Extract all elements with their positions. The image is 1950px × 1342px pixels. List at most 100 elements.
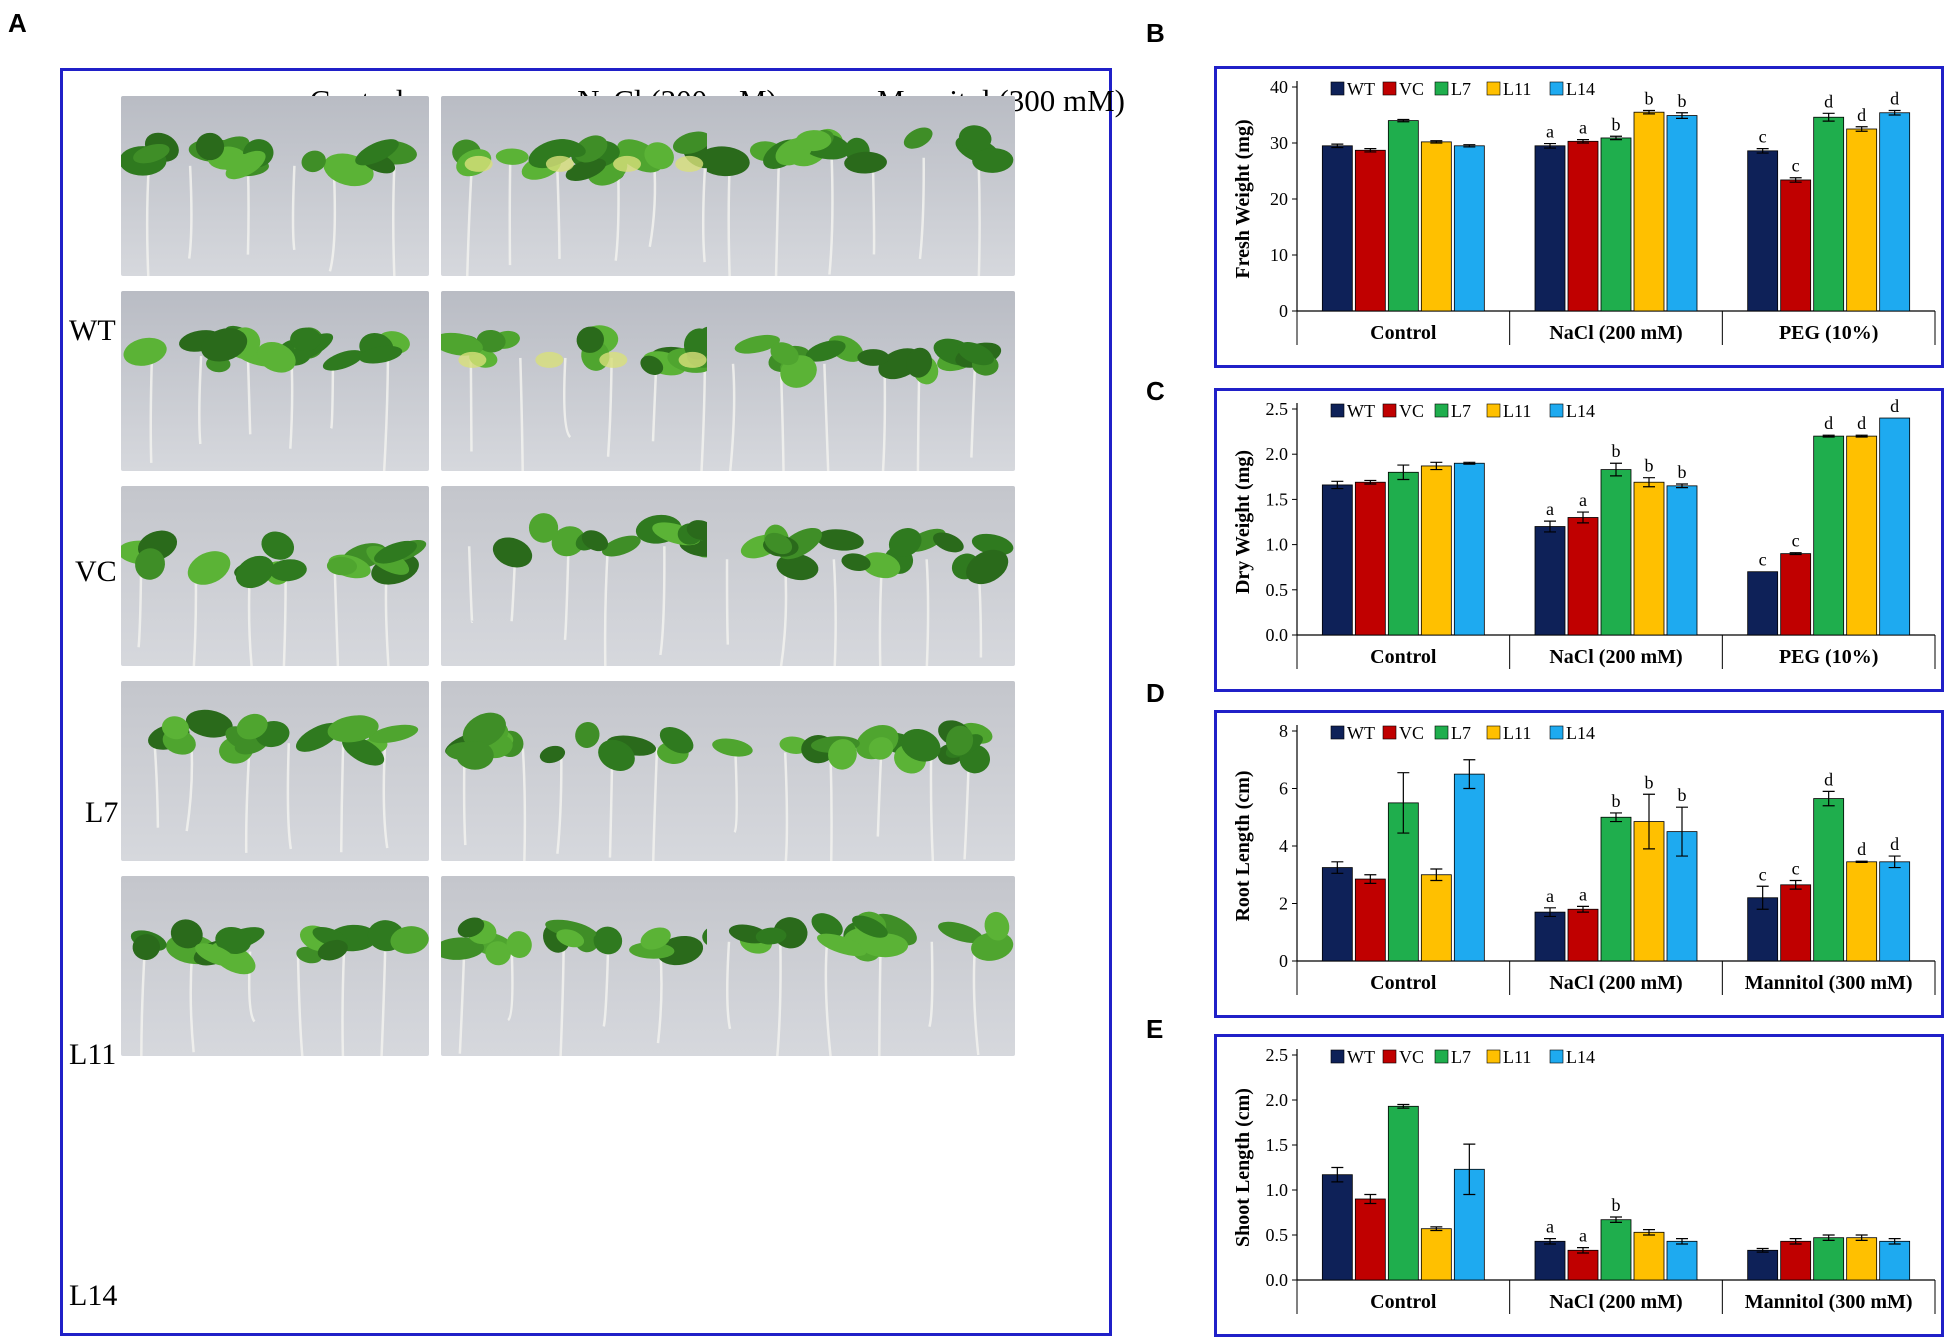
legend-swatch-vc (1382, 81, 1397, 96)
bar-l7 (1600, 469, 1632, 636)
panel-letter-b: B (1146, 18, 1165, 48)
error-bar (1544, 1238, 1556, 1245)
error-bar (1577, 511, 1589, 524)
error-bar (1331, 1166, 1344, 1183)
bar-wt (1747, 150, 1779, 312)
significance-label: a (1579, 884, 1587, 904)
significance-label: c (1759, 550, 1767, 570)
bar-l7 (1387, 1105, 1419, 1281)
significance-label: c (1792, 859, 1800, 879)
significance-label: d (1890, 89, 1899, 109)
legend-label-vc: VC (1399, 1047, 1424, 1067)
bar-l7 (1813, 116, 1845, 312)
y-tick-label: 6 (1279, 779, 1288, 799)
bar-l7 (1387, 471, 1419, 636)
error-bar (1789, 552, 1802, 556)
bar-l14 (1879, 1240, 1911, 1281)
bar-wt (1321, 867, 1353, 962)
error-bar (1822, 434, 1835, 438)
error-bar (1463, 461, 1476, 465)
error-bar (1331, 143, 1344, 149)
legend-label-l7: L7 (1451, 723, 1471, 743)
legend-label-wt: WT (1347, 723, 1375, 743)
error-bar (1643, 477, 1655, 488)
significance-label: b (1612, 114, 1621, 134)
error-bar (1756, 148, 1769, 154)
significance-label: b (1612, 441, 1621, 461)
legend-label-l7: L7 (1451, 401, 1471, 421)
significance-label: c (1759, 127, 1767, 147)
y-tick-label: 1.0 (1266, 535, 1289, 555)
error-bar (1789, 1238, 1802, 1245)
significance-label: a (1546, 122, 1554, 142)
error-bar (1463, 759, 1476, 790)
bar-l11 (1846, 435, 1878, 636)
legend-swatch-wt (1330, 81, 1345, 96)
error-bar (1430, 1226, 1443, 1232)
legend-swatch-l14 (1549, 81, 1564, 96)
error-bar (1577, 1247, 1589, 1254)
error-bar (1643, 1229, 1655, 1236)
error-bar (1789, 879, 1802, 890)
seedling-photo-l7-1 (441, 486, 749, 666)
error-bar (1331, 861, 1344, 874)
row-label-vc: VC (75, 555, 117, 588)
error-bar (1676, 483, 1688, 489)
y-tick-label: 2.0 (1266, 444, 1289, 464)
category-label: Control (1370, 646, 1437, 668)
bar-vc (1567, 140, 1599, 312)
y-tick-label: 0.5 (1266, 580, 1289, 600)
bar-l7 (1813, 1237, 1845, 1281)
error-bar (1676, 1238, 1688, 1245)
error-bar (1544, 520, 1556, 533)
y-tick-label: 0.0 (1266, 625, 1289, 645)
legend-swatch-l11 (1486, 81, 1501, 96)
bar-l14 (1666, 485, 1698, 636)
error-bar (1610, 812, 1622, 823)
bar-vc (1780, 884, 1812, 962)
legend-label-l11: L11 (1503, 1047, 1531, 1067)
seedling-photo-l14-2 (707, 876, 1015, 1056)
error-bar (1397, 118, 1410, 123)
seedling-photo-l7-0 (121, 486, 429, 666)
y-tick-label: 8 (1279, 721, 1288, 741)
bar-vc (1354, 1198, 1386, 1281)
y-tick-label: 4 (1279, 836, 1288, 856)
error-bar (1610, 1216, 1622, 1223)
bar-l14 (1453, 773, 1485, 962)
bar-l11 (1846, 861, 1878, 962)
chart-root-length: Root Length (cm) 0 2 4 6 8 Control NaCl (200 mM… (1214, 710, 1944, 1018)
photo-panel: Control NaCl (200 mM) Mannitol (300 mM) … (60, 68, 1125, 1336)
error-bar (1430, 868, 1443, 882)
bar-vc (1780, 1240, 1812, 1281)
y-tick-label: 2.5 (1266, 399, 1289, 419)
legend-label-l7: L7 (1451, 1047, 1471, 1067)
significance-label: d (1824, 91, 1833, 111)
bar-wt (1534, 145, 1566, 312)
row-label-wt: WT (69, 314, 116, 347)
y-tick-label: 1.5 (1266, 489, 1289, 509)
category-label: Mannitol (300 mM) (1745, 972, 1913, 994)
legend-swatch-l7 (1434, 81, 1449, 96)
error-bar (1610, 462, 1622, 477)
bar-vc (1780, 553, 1812, 636)
error-bar (1577, 139, 1589, 144)
significance-label: a (1546, 886, 1554, 906)
y-tick-label: 1.5 (1266, 1135, 1289, 1155)
seedling-photo-l11-0 (121, 681, 429, 861)
y-axis-label: Dry Weight (mg) (1232, 450, 1254, 594)
error-bar (1331, 480, 1344, 490)
y-tick-label: 0.5 (1266, 1225, 1289, 1245)
error-bar (1463, 1143, 1476, 1196)
category-label: PEG (10%) (1779, 322, 1878, 344)
category-label: PEG (10%) (1779, 646, 1878, 668)
legend-swatch-wt (1330, 1049, 1345, 1064)
seedling-photo-wt-2 (707, 96, 1015, 276)
legend-label-l11: L11 (1503, 723, 1531, 743)
bar-l14 (1453, 145, 1485, 312)
bar-vc (1354, 149, 1386, 312)
legend-label-l11: L11 (1503, 401, 1531, 421)
error-bar (1610, 135, 1622, 141)
legend-label-l11: L11 (1503, 79, 1531, 99)
significance-label: d (1857, 413, 1866, 433)
